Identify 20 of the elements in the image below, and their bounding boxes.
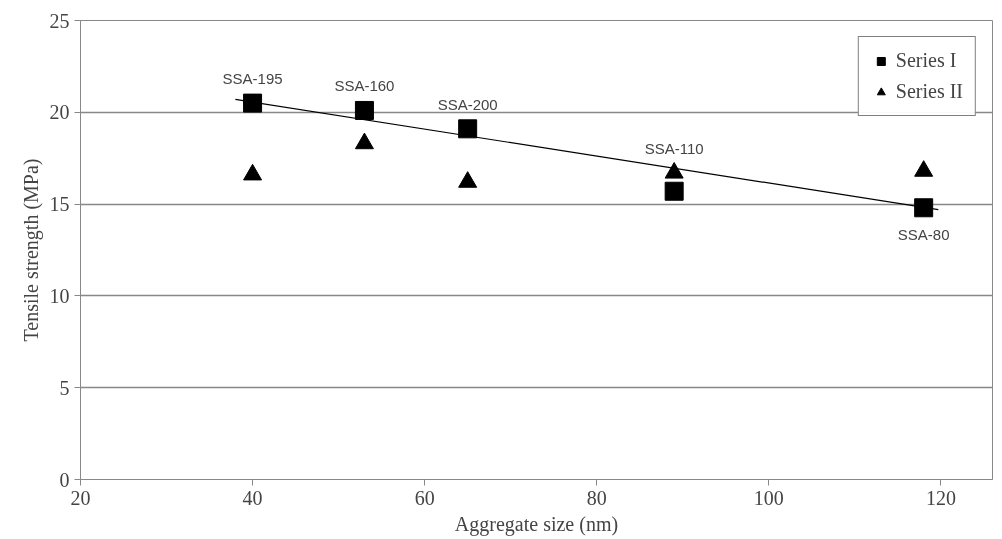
y-tick-label: 10 (49, 284, 70, 307)
x-tick-label: 40 (242, 486, 263, 509)
x-tick-label: 80 (586, 486, 607, 509)
x-tick-label: 100 (753, 486, 784, 509)
annotation: SSA-110 (644, 139, 704, 157)
x-axis-title: Aggregate size (nm) (454, 512, 619, 536)
y-tick-label: 5 (59, 376, 70, 399)
y-tick-label: 0 (59, 468, 70, 491)
legend-label: Series I (895, 49, 957, 72)
x-tick-label: 120 (925, 486, 956, 509)
annotation: SSA-200 (437, 95, 498, 113)
legend-label: Series II (895, 80, 963, 103)
annotation: SSA-80 (897, 225, 950, 243)
annotation: SSA-195 (222, 70, 283, 88)
y-tick-label: 15 (49, 193, 70, 216)
y-tick-label: 20 (49, 101, 70, 124)
x-tick-label: 60 (414, 486, 435, 509)
y-axis-title: Tensile strength (MPa) (19, 158, 43, 342)
y-tick-label: 25 (49, 9, 70, 32)
annotation: SSA-160 (334, 77, 395, 95)
